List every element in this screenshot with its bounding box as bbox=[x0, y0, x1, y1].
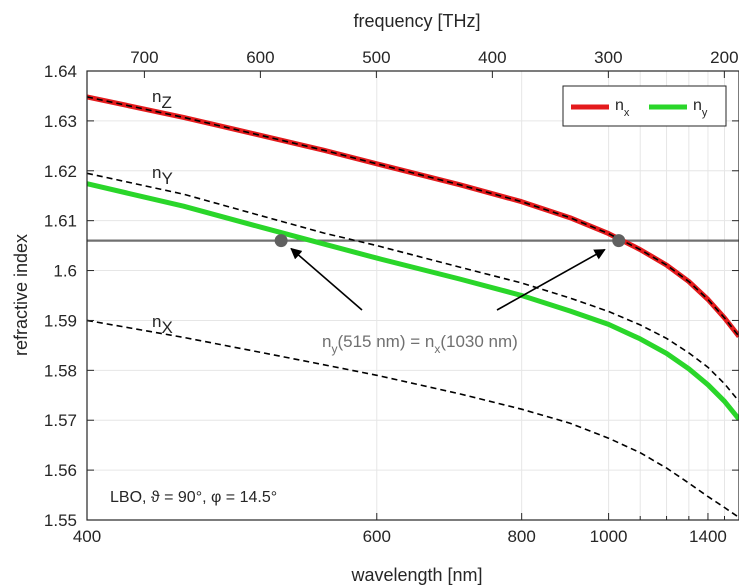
principal-index-Y bbox=[86, 172, 739, 402]
tick-labels: 1.55 1.56 1.57 1.58 1.59 1.6 1.61 1.62 1.63 1.64 4… bbox=[44, 48, 739, 546]
axes bbox=[86, 70, 739, 521]
curve-label-Z: nZ bbox=[152, 87, 172, 112]
x-tick-label: 800 bbox=[507, 527, 535, 546]
series-layer: nZ nY nX bbox=[86, 87, 739, 519]
curve-label-Y: nY bbox=[152, 163, 173, 188]
y-tick-label: 1.57 bbox=[44, 411, 77, 430]
x-tick-label: 1400 bbox=[689, 527, 727, 546]
y-tick-label: 1.56 bbox=[44, 461, 77, 480]
x-tick-label: 400 bbox=[73, 527, 101, 546]
series-line-y bbox=[86, 181, 739, 421]
axes-frame bbox=[86, 70, 739, 521]
x2-tick-label: 300 bbox=[594, 48, 622, 67]
curve-label-X: nX bbox=[152, 312, 173, 337]
x2-tick-label: 400 bbox=[478, 48, 506, 67]
y-tick-label: 1.62 bbox=[44, 162, 77, 181]
phase-match-marker-2 bbox=[612, 234, 626, 248]
info-text: LBO, ϑ = 90°, φ = 14.5° bbox=[110, 489, 277, 506]
annotation-layer: ny(515 nm) = nx(1030 nm) bbox=[290, 247, 606, 356]
y-tick-label: 1.6 bbox=[53, 262, 77, 281]
principal-index-Z bbox=[86, 96, 739, 337]
annotation-text: ny(515 nm) = nx(1030 nm) bbox=[322, 332, 518, 356]
y-tick-label: 1.61 bbox=[44, 212, 77, 231]
x2-axis-title: frequency [THz] bbox=[353, 11, 480, 31]
y-tick-label: 1.63 bbox=[44, 112, 77, 131]
x-tick-label: 1000 bbox=[590, 527, 628, 546]
y-tick-label: 1.64 bbox=[44, 62, 77, 81]
y-tick-label: 1.55 bbox=[44, 511, 77, 530]
legend-label-x: nx bbox=[615, 97, 630, 119]
legend-label-y: ny bbox=[693, 97, 708, 119]
principal-index-X bbox=[86, 319, 739, 519]
x2-tick-label: 500 bbox=[362, 48, 390, 67]
x2-tick-label: 700 bbox=[130, 48, 158, 67]
annotation-arrow-1 bbox=[290, 247, 363, 311]
phase-match-marker-1 bbox=[274, 234, 288, 248]
x2-tick-label: 200 bbox=[710, 48, 738, 67]
x-axis-title: wavelength [nm] bbox=[350, 565, 482, 585]
x2-tick-label: 600 bbox=[246, 48, 274, 67]
y-tick-label: 1.59 bbox=[44, 311, 77, 330]
x-tick-label: 600 bbox=[363, 527, 391, 546]
y-axis-title: refractive index bbox=[11, 234, 31, 356]
plot-area bbox=[87, 71, 739, 520]
annotation-arrow-2 bbox=[496, 248, 606, 311]
legend: nx ny bbox=[562, 85, 727, 127]
y-tick-label: 1.58 bbox=[44, 361, 77, 380]
